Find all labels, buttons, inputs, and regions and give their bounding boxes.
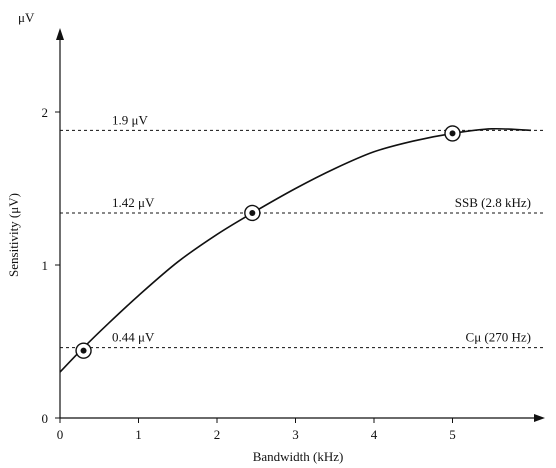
reference-lines-layer: 1.9 μV 1.42 μV SSB (2.8 kHz) 0.44 μV Cμ (270… [60,112,545,349]
x-tick-label: 0 [57,427,64,442]
reference-right-label: Cμ (270 Hz) [466,330,531,345]
x-tick-label: 5 [449,427,456,442]
x-tick-label: 1 [135,427,142,442]
x-tick-label: 3 [292,427,299,442]
point-marker-dot [449,130,456,137]
x-tick-label: 4 [371,427,378,442]
x-axis-title: Bandwidth (kHz) [253,449,344,464]
axes-layer [56,28,545,422]
x-tick-label: 2 [214,427,221,442]
y-axis-arrow [56,28,64,40]
reference-left-label: 1.42 μV [112,195,155,210]
ticks-layer: 0 1 2 3 4 5 0 1 2 [42,105,456,442]
point-marker-dot [249,209,256,216]
reference-left-label: 0.44 μV [112,330,155,345]
y-axis-title: Sensitivity (μV) [6,193,21,277]
x-axis-arrow [534,414,545,422]
point-marker-dot [80,347,87,354]
y-unit-label: μV [18,10,35,25]
markers-layer [75,125,461,359]
reference-left-label: 1.9 μV [112,112,148,127]
y-tick-label: 0 [42,411,49,426]
y-tick-label: 1 [42,258,49,273]
reference-right-label: SSB (2.8 kHz) [455,195,531,210]
y-tick-label: 2 [42,105,49,120]
